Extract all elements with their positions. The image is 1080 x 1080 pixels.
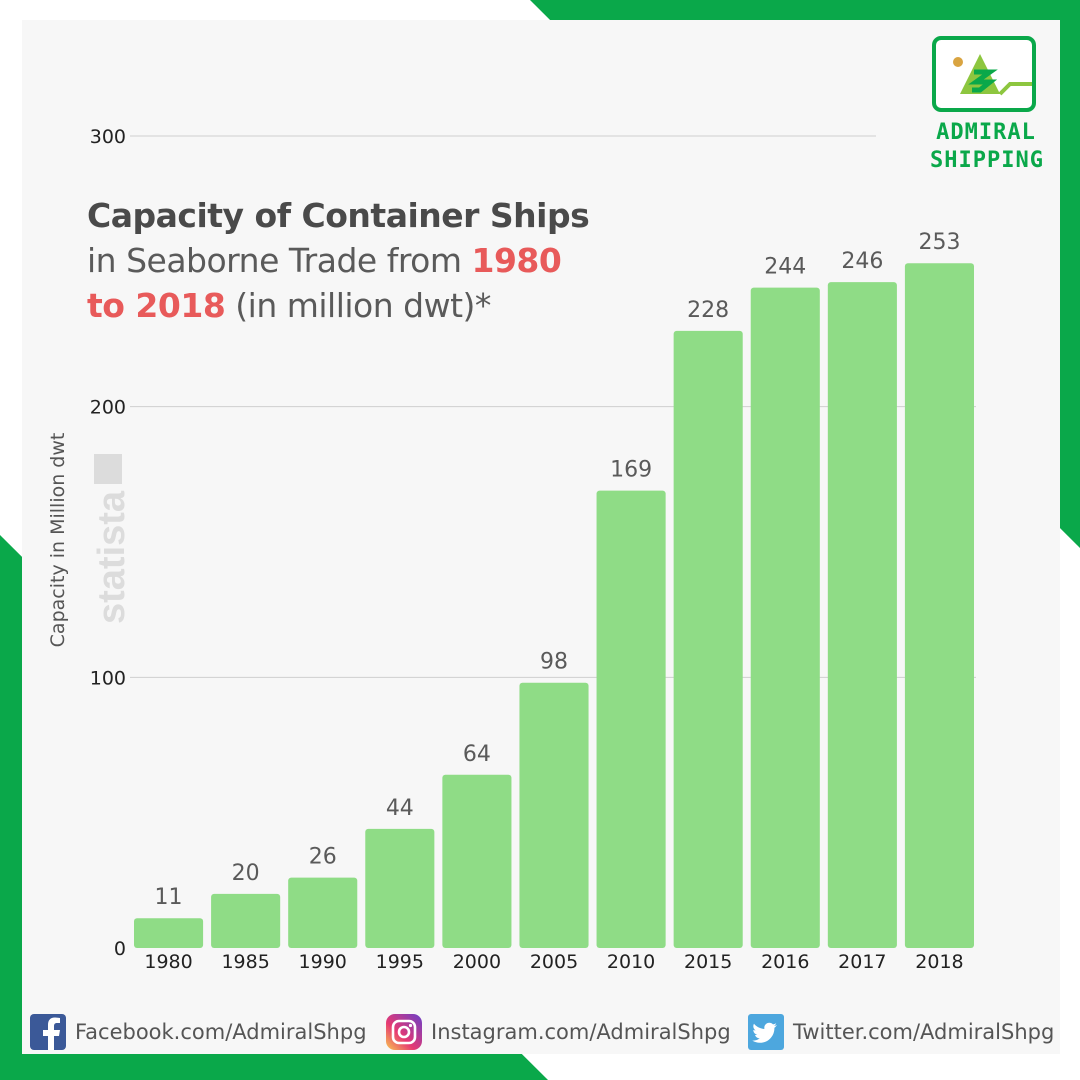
admiral-shipping-logo: ADMIRAL SHIPPING	[930, 36, 1044, 176]
data-label: 20	[232, 861, 260, 886]
y-tick-label: 0	[114, 938, 126, 960]
y-tick-labels: 0 100 200 300	[90, 126, 126, 960]
bar-1995	[365, 828, 435, 948]
x-tick-label: 2016	[761, 951, 809, 973]
chart-title: Capacity of Container Ships in Seaborne …	[87, 193, 607, 328]
data-label: 246	[841, 249, 883, 274]
x-tick-labels: 1980 1985 1990 1995 2000 2005 2010 2015 2016 2017…	[144, 951, 963, 973]
x-tick-label: 2010	[607, 951, 655, 973]
statista-watermark: statista	[91, 490, 133, 624]
bar-1985	[211, 893, 281, 948]
facebook-url: Facebook.com/AdmiralShpg	[75, 1020, 367, 1044]
bar-2018	[904, 263, 974, 948]
facebook-link[interactable]: Facebook.com/AdmiralShpg	[30, 1012, 367, 1052]
x-tick-label: 2000	[453, 951, 501, 973]
y-tick-label: 100	[90, 667, 126, 689]
bar-2005	[519, 682, 589, 948]
instagram-url: Instagram.com/AdmiralShpg	[431, 1020, 731, 1044]
bars-layer: 11 20 26 44 64 98 169 228 244 246 253	[134, 230, 974, 948]
brand-name-line1: ADMIRAL	[936, 120, 1036, 145]
x-tick-label: 2017	[838, 951, 886, 973]
data-label: 169	[610, 458, 652, 483]
ship-anchor-icon	[953, 54, 1032, 96]
twitter-icon	[748, 1014, 784, 1050]
title-unit-part: (in million dwt)*	[225, 286, 491, 325]
brand-name-line2: SHIPPING	[930, 148, 1044, 173]
bar-1980	[134, 918, 204, 948]
statista-logo-mark	[94, 454, 122, 484]
title-year-range: 1980 to 2018	[87, 241, 562, 325]
x-tick-label: 2015	[684, 951, 732, 973]
data-label: 98	[540, 650, 568, 675]
instagram-icon	[386, 1014, 422, 1050]
x-tick-label: 1980	[144, 951, 192, 973]
twitter-url: Twitter.com/AdmiralShpg	[793, 1020, 1055, 1044]
bar-2015	[673, 330, 743, 948]
title-normal-part: in Seaborne Trade from	[87, 241, 472, 280]
data-label: 64	[463, 742, 491, 767]
logo-frame	[932, 36, 1036, 112]
data-label: 26	[309, 845, 337, 870]
data-label: 228	[687, 298, 729, 323]
bar-2016	[750, 287, 820, 948]
x-tick-label: 2018	[915, 951, 963, 973]
x-tick-label: 2005	[530, 951, 578, 973]
data-label: 11	[155, 885, 183, 910]
data-label: 44	[386, 796, 414, 821]
x-tick-label: 1990	[299, 951, 347, 973]
data-label: 253	[918, 230, 960, 255]
bar-2000	[442, 774, 512, 948]
x-tick-label: 1995	[376, 951, 424, 973]
y-tick-label: 300	[90, 126, 126, 148]
instagram-link[interactable]: Instagram.com/AdmiralShpg	[386, 1012, 731, 1052]
watermark-layer: statista	[91, 454, 133, 624]
bar-2017	[827, 282, 897, 948]
bar-1990	[288, 877, 358, 948]
y-tick-label: 200	[90, 397, 126, 419]
x-tick-label: 1985	[221, 951, 269, 973]
title-bold-part: Capacity of Container Ships	[87, 196, 590, 235]
twitter-link[interactable]: Twitter.com/AdmiralShpg	[748, 1012, 1054, 1052]
y-axis-label: Capacity in Million dwt	[47, 433, 69, 648]
facebook-icon	[30, 1014, 66, 1050]
bar-2010	[596, 490, 666, 948]
data-label: 244	[764, 255, 806, 280]
